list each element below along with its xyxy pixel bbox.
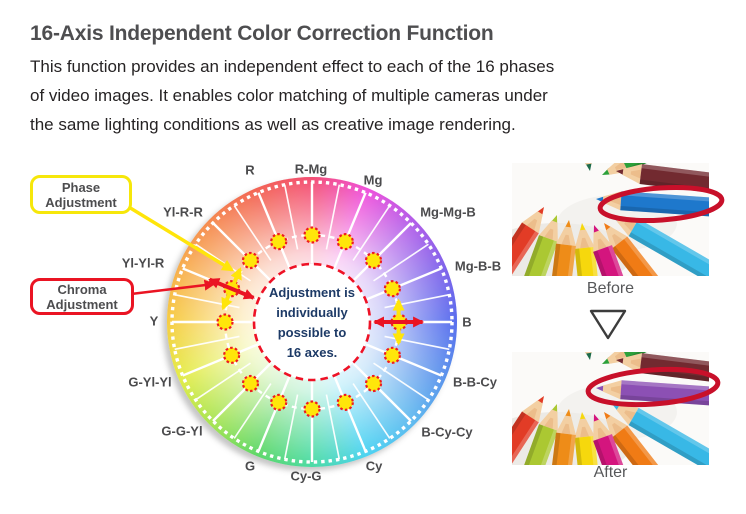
wheel-axis-label: B-B-Cy	[452, 374, 498, 390]
color-wheel-overlay	[170, 180, 454, 464]
wheel-axis-label: Mg-B-B	[454, 258, 502, 274]
wheel-axis-label: Cy	[365, 458, 383, 474]
wheel-axis-label: Yl-R-R	[163, 204, 203, 220]
wheel-axis-label: Mg	[363, 172, 383, 188]
wheel-axis-label: R	[245, 162, 255, 178]
wheel-axis-label: Y	[149, 313, 159, 329]
wheel-axis-label: G	[244, 458, 256, 474]
wheel-axis-label: R-Mg	[294, 161, 328, 177]
before-image	[512, 163, 725, 281]
intro-paragraph: This function provides an independent ef…	[30, 57, 555, 134]
wheel-axis-label: G-Yl-Yl	[128, 374, 172, 390]
wheel-axis-label: Yl-Yl-R	[121, 255, 165, 271]
wheel-axis-label: Mg-Mg-B	[420, 204, 476, 220]
after-label: After	[593, 464, 628, 481]
chroma-adjustment-callout: Chroma Adjustment	[30, 278, 134, 315]
wheel-axis-label: G-G-Yl	[161, 423, 203, 439]
wheel-center-note: Adjustment is individually possible to 1…	[269, 285, 355, 360]
wheel-axis-label: B	[462, 314, 472, 330]
highlight-ellipse-icon	[597, 184, 725, 224]
highlight-ellipse-icon	[585, 366, 721, 408]
after-image	[512, 352, 721, 470]
phase-adjustment-callout: Phase Adjustment	[30, 175, 132, 214]
wheel-axis-label: Cy-G	[290, 468, 322, 484]
wheel-axis-label: B-Cy-Cy	[421, 424, 473, 440]
page-title: 16-Axis Independent Color Correction Fun…	[30, 22, 494, 45]
down-triangle-icon	[589, 309, 627, 340]
before-label: Before	[586, 280, 635, 297]
